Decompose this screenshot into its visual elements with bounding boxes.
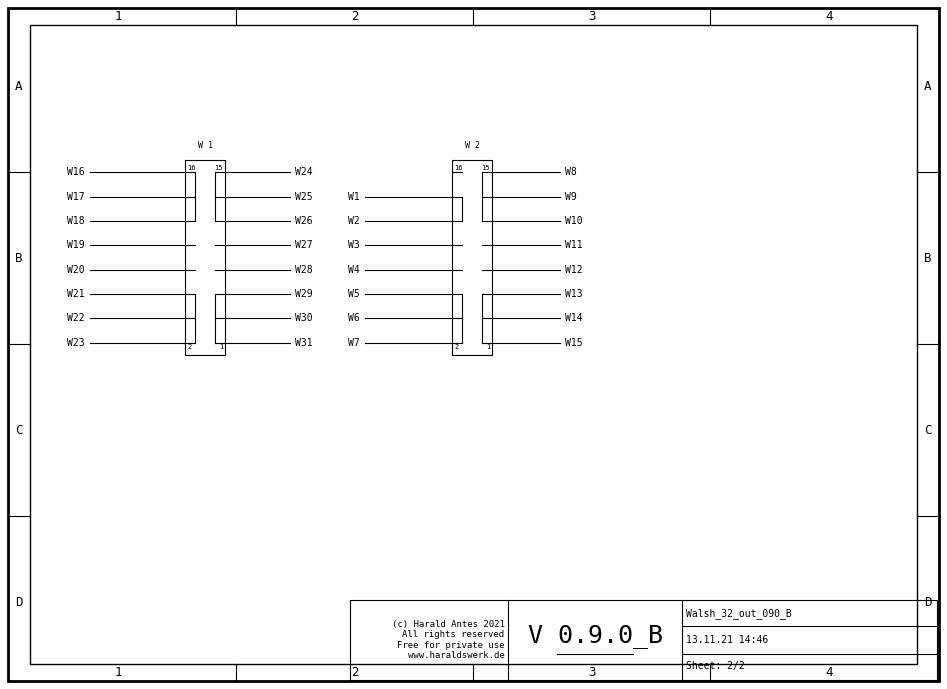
Text: 1: 1 [115,10,122,23]
Text: W27: W27 [295,240,313,250]
Text: A: A [924,79,932,92]
Bar [452,160,492,355]
Text: W3: W3 [348,240,360,250]
Bar [185,160,225,355]
Text: C: C [924,424,932,437]
Text: A: A [15,79,23,92]
Text: 2: 2 [187,344,191,350]
Text: W6: W6 [348,313,360,323]
Text: W29: W29 [295,289,313,299]
Text: W8: W8 [565,167,577,177]
Text: 1: 1 [219,344,223,350]
Text: W7: W7 [348,338,360,348]
Bar [350,600,937,680]
Text: 3: 3 [588,10,596,23]
Text: 1: 1 [486,344,490,350]
Text: 2: 2 [351,10,359,23]
Text: W16: W16 [67,167,85,177]
Text: 2: 2 [351,666,359,679]
Text: 3: 3 [588,666,596,679]
Text: W24: W24 [295,167,313,177]
Text: W11: W11 [565,240,582,250]
Text: V 0.9.0_B: V 0.9.0_B [527,624,663,648]
Text: 13.11.21 14:46: 13.11.21 14:46 [686,635,768,645]
Text: 15: 15 [215,165,223,171]
Text: W 2: W 2 [464,141,479,150]
Text: W31: W31 [295,338,313,348]
Text: W30: W30 [295,313,313,323]
Text: W 1: W 1 [198,141,212,150]
Text: W2: W2 [348,216,360,226]
Text: Walsh_32_out_090_B: Walsh_32_out_090_B [686,608,792,619]
Text: D: D [15,595,23,608]
Text: W1: W1 [348,192,360,202]
Text: 2: 2 [454,344,458,350]
Text: W20: W20 [67,265,85,275]
Text: W26: W26 [295,216,313,226]
Text: 15: 15 [481,165,490,171]
Text: W10: W10 [565,216,582,226]
Text: W25: W25 [295,192,313,202]
Text: W13: W13 [565,289,582,299]
Text: W14: W14 [565,313,582,323]
Text: 1: 1 [115,666,122,679]
Text: W15: W15 [565,338,582,348]
Text: W22: W22 [67,313,85,323]
Text: W18: W18 [67,216,85,226]
Text: W17: W17 [67,192,85,202]
Text: W23: W23 [67,338,85,348]
Text: D: D [924,595,932,608]
Text: W9: W9 [565,192,577,202]
Text: W4: W4 [348,265,360,275]
Text: 4: 4 [825,10,832,23]
Text: 4: 4 [825,666,832,679]
Text: B: B [15,251,23,265]
Text: W19: W19 [67,240,85,250]
Text: W12: W12 [565,265,582,275]
Text: 16: 16 [187,165,195,171]
Text: (c) Harald Antes 2021
All rights reserved
Free for private use
www.haraldswerk.d: (c) Harald Antes 2021 All rights reserve… [392,620,505,660]
Text: Sheet: 2/2: Sheet: 2/2 [686,661,744,671]
Text: B: B [924,251,932,265]
Text: 16: 16 [454,165,462,171]
Text: W21: W21 [67,289,85,299]
Text: W5: W5 [348,289,360,299]
Text: C: C [15,424,23,437]
Text: W28: W28 [295,265,313,275]
